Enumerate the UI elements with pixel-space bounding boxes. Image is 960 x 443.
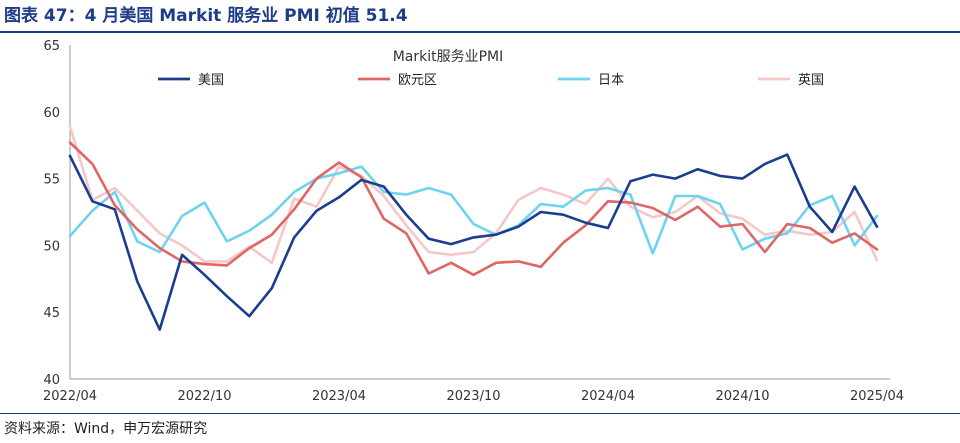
series-line-3 [68,125,879,265]
source-note: 资料来源：Wind，申万宏源研究 [4,421,208,437]
x-tick-label: 2022/04 [43,389,97,404]
x-tick-label: 2023/10 [446,389,500,404]
y-tick-label: 55 [43,173,60,188]
source-divider [0,413,960,414]
y-tick-label: 60 [43,106,60,121]
legend-label: 欧元区 [398,73,437,88]
x-tick-label: 2022/10 [177,389,231,404]
series-line-2 [68,165,879,255]
series-line-0 [68,153,879,331]
y-tick-label: 65 [43,39,60,54]
series-line-1 [68,141,879,277]
legend-label: 英国 [798,73,824,88]
figure-title: 图表 47：4 月美国 Markit 服务业 PMI 初值 51.4 [4,6,408,26]
series-lines [68,125,879,331]
y-tick-label: 50 [43,239,60,254]
x-tick-label: 2024/10 [715,389,769,404]
x-axis-ticks: 2022/04 2022/10 2023/04 2023/10 2024/04 2024/… [43,389,904,404]
y-axis-ticks: 40 45 50 55 60 65 [43,39,60,388]
y-tick-label: 40 [43,373,60,388]
legend: 美国 欧元区 日本 英国 [158,73,824,88]
x-tick-label: 2025/04 [850,389,904,404]
x-tick-label: 2023/04 [312,389,366,404]
legend-label: 美国 [198,73,224,88]
x-tick-label: 2024/04 [581,389,635,404]
legend-label: 日本 [598,73,624,88]
title-divider [0,31,960,33]
y-tick-label: 45 [43,306,60,321]
chart-title: Markit服务业PMI [393,49,504,65]
